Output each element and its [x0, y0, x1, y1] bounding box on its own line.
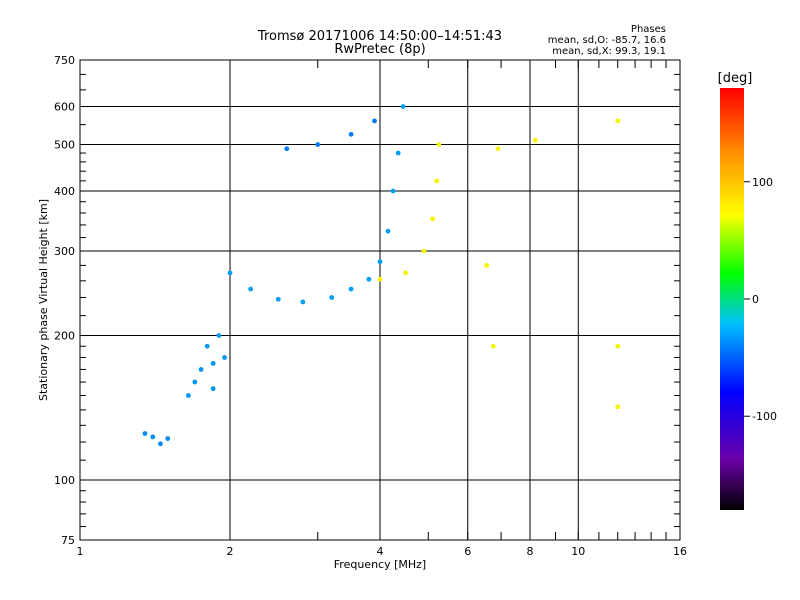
stats-header: Phases: [631, 24, 666, 35]
x-tick-label: 8: [527, 545, 534, 558]
data-points: [142, 104, 621, 447]
data-point: [615, 343, 621, 349]
data-point: [150, 434, 156, 440]
data-point: [436, 142, 442, 147]
data-point: [158, 441, 163, 447]
chart-subtitle: RwPretec (8p): [334, 42, 425, 57]
data-point: [430, 216, 435, 222]
data-point: [484, 262, 490, 268]
data-point: [165, 436, 171, 441]
data-point: [385, 228, 391, 234]
data-point: [198, 367, 204, 372]
data-point: [284, 146, 290, 152]
data-point: [248, 286, 254, 292]
y-tick-label: 600: [54, 101, 75, 114]
data-point: [210, 360, 216, 366]
data-point: [222, 355, 227, 360]
data-point: [403, 270, 408, 276]
data-point: [227, 270, 233, 276]
data-point: [329, 295, 335, 300]
x-tick-label: 10: [571, 545, 585, 558]
data-point: [192, 379, 198, 385]
stats-o-line: mean, sd,O: -85.7, 16.6: [548, 35, 666, 46]
data-point: [615, 404, 621, 410]
data-point: [390, 188, 396, 194]
data-point: [372, 118, 377, 124]
colorbar-label: [deg]: [718, 71, 753, 86]
data-point: [275, 296, 281, 302]
grid-lines: [80, 60, 680, 540]
data-point: [421, 248, 427, 254]
stats-x-line: mean, sd,X: 99.3, 19.1: [552, 46, 666, 57]
data-point: [366, 276, 372, 282]
data-point: [434, 178, 440, 184]
colorbar: [720, 88, 744, 510]
data-point: [142, 431, 148, 436]
y-tick-label: 300: [54, 245, 75, 258]
colorbar-tick-label: 0: [752, 293, 759, 306]
y-axis-label: Stationary phase Virtual Height [km]: [37, 199, 50, 401]
data-point: [400, 104, 406, 109]
x-tick-label: 16: [673, 545, 687, 558]
data-point: [210, 386, 216, 392]
data-point: [377, 259, 383, 265]
data-point: [532, 137, 538, 143]
colorbar-tick-label: 100: [752, 176, 773, 189]
x-tick-label: 1: [77, 545, 84, 558]
data-point: [185, 393, 191, 398]
data-point: [395, 150, 401, 156]
y-tick-label: 200: [54, 330, 75, 343]
y-tick-label: 500: [54, 139, 75, 152]
data-point: [377, 276, 383, 282]
data-point: [495, 146, 501, 152]
y-tick-label: 100: [54, 474, 75, 487]
data-point: [490, 343, 496, 349]
data-point: [216, 333, 222, 338]
x-tick-label: 6: [464, 545, 471, 558]
axes: 1 2 4 6 8 10 16 75 100 200 300 400 500 600 750: [54, 54, 687, 558]
data-point: [204, 343, 210, 349]
y-tick-label: 750: [54, 54, 75, 67]
data-point: [615, 118, 621, 124]
data-point: [348, 131, 354, 137]
y-tick-label: 75: [61, 534, 75, 547]
x-axis-label: Frequency [MHz]: [334, 558, 426, 571]
y-tick-label: 400: [54, 185, 75, 198]
data-point: [300, 299, 306, 305]
data-point: [315, 142, 321, 147]
colorbar-ticks: 100 0 -100: [744, 176, 777, 423]
x-tick-label: 4: [377, 545, 384, 558]
x-tick-label: 2: [227, 545, 234, 558]
chart-title: Tromsø 20171006 14:50:00–14:51:43: [257, 29, 502, 44]
colorbar-tick-label: -100: [752, 410, 777, 423]
data-point: [348, 286, 354, 292]
